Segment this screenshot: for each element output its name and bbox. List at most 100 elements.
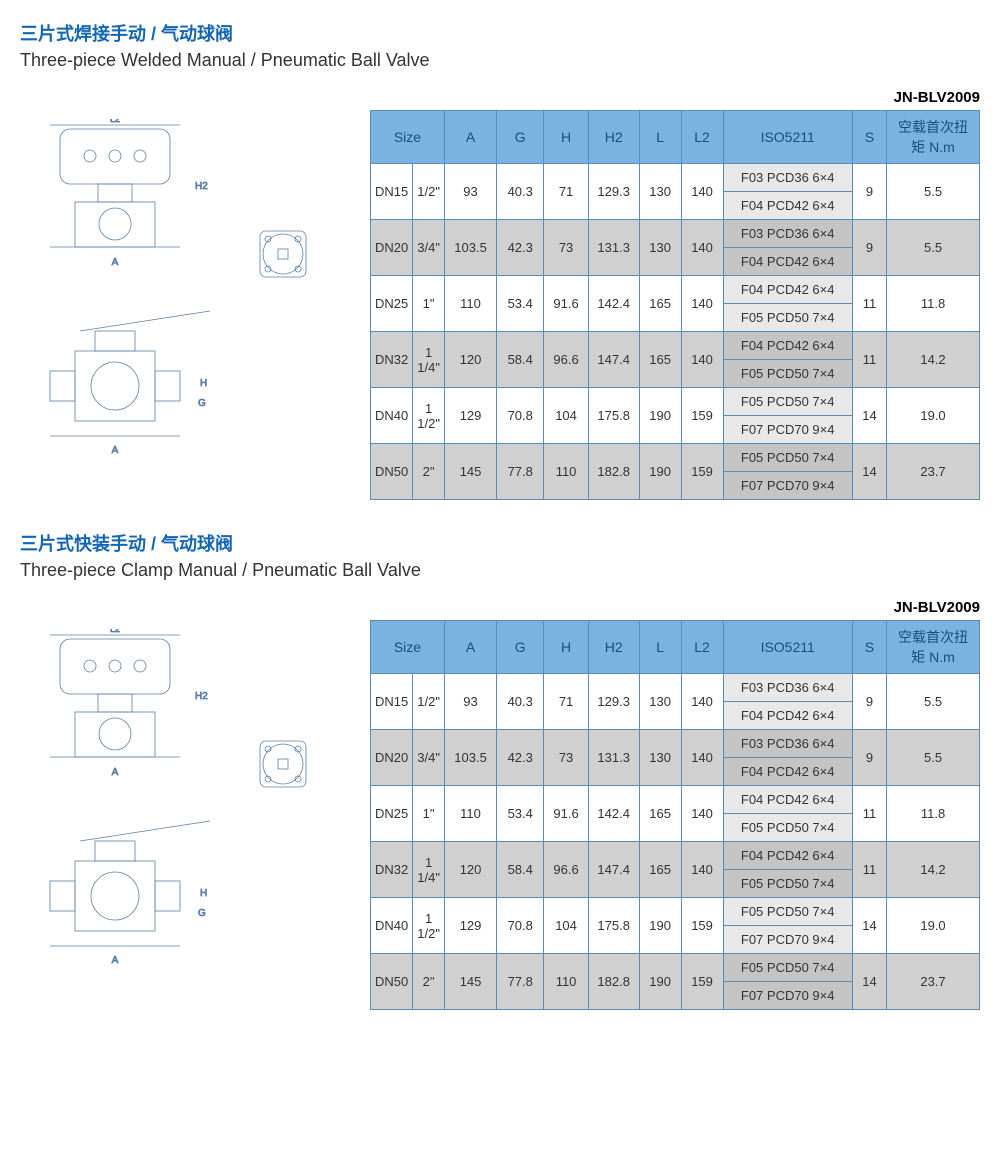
cell: 53.4 xyxy=(497,276,544,332)
cell: 1/2" xyxy=(413,164,445,220)
cell: 73 xyxy=(544,730,588,786)
cell: 120 xyxy=(444,332,496,388)
cell: 147.4 xyxy=(588,842,639,898)
col-header: S xyxy=(852,111,886,164)
col-header: H xyxy=(544,621,588,674)
cell: 5.5 xyxy=(887,674,980,730)
cell: 190 xyxy=(639,898,681,954)
cell: 96.6 xyxy=(544,842,588,898)
cell: 165 xyxy=(639,842,681,898)
cell: 1 1/2" xyxy=(413,388,445,444)
col-header: 空载首次扭矩 N.m xyxy=(887,111,980,164)
cell-iso: F05 PCD50 7×4 xyxy=(723,814,852,842)
table-column: JN-BLV2009SizeAGHH2LL2ISO5211S空载首次扭矩 N.m… xyxy=(370,599,980,1010)
cell: 5.5 xyxy=(887,220,980,276)
table-row: DN321 1/4"12058.496.6147.4165140F04 PCD4… xyxy=(371,842,980,870)
col-header: L xyxy=(639,111,681,164)
cell: DN40 xyxy=(371,388,413,444)
content-row: A H2 L2 A H G JN-BLV2009SizeAGHH2LL2ISO5… xyxy=(20,599,980,1010)
table-row: DN251"11053.491.6142.4165140F04 PCD42 6×… xyxy=(371,786,980,814)
col-header: Size xyxy=(371,621,445,674)
col-header: H2 xyxy=(588,621,639,674)
cell: DN15 xyxy=(371,674,413,730)
cell: DN20 xyxy=(371,220,413,276)
cell: 159 xyxy=(681,898,723,954)
col-header: L xyxy=(639,621,681,674)
cell-iso: F07 PCD70 9×4 xyxy=(723,416,852,444)
cell: 2" xyxy=(413,444,445,500)
cell: 142.4 xyxy=(588,786,639,842)
cell-iso: F03 PCD36 6×4 xyxy=(723,674,852,702)
cell: 165 xyxy=(639,332,681,388)
spec-table: SizeAGHH2LL2ISO5211S空载首次扭矩 N.mDN151/2"93… xyxy=(370,620,980,1010)
cell: 165 xyxy=(639,786,681,842)
cell: 1 1/4" xyxy=(413,332,445,388)
title-en: Three-piece Welded Manual / Pneumatic Ba… xyxy=(20,50,980,71)
cell: 42.3 xyxy=(497,220,544,276)
cell: 129 xyxy=(444,388,496,444)
cell: 58.4 xyxy=(497,332,544,388)
cell-iso: F04 PCD42 6×4 xyxy=(723,192,852,220)
cell: 1" xyxy=(413,786,445,842)
table-row: DN203/4"103.542.373131.3130140F03 PCD36 … xyxy=(371,220,980,248)
cell-iso: F04 PCD42 6×4 xyxy=(723,842,852,870)
svg-text:H: H xyxy=(200,888,207,899)
table-row: DN151/2"9340.371129.3130140F03 PCD36 6×4… xyxy=(371,164,980,192)
svg-text:H2: H2 xyxy=(195,181,208,192)
svg-text:A: A xyxy=(112,257,119,268)
cell: 129.3 xyxy=(588,164,639,220)
cell: 130 xyxy=(639,220,681,276)
cell: 5.5 xyxy=(887,730,980,786)
col-header: ISO5211 xyxy=(723,111,852,164)
cell: 1" xyxy=(413,276,445,332)
cell: 9 xyxy=(852,674,886,730)
cell: DN15 xyxy=(371,164,413,220)
cell-iso: F07 PCD70 9×4 xyxy=(723,982,852,1010)
diagram-column: A H2 L2 A H G xyxy=(20,599,350,996)
cell: DN20 xyxy=(371,730,413,786)
cell-iso: F04 PCD42 6×4 xyxy=(723,758,852,786)
cell: 14 xyxy=(852,444,886,500)
cell-iso: F03 PCD36 6×4 xyxy=(723,220,852,248)
cell: 190 xyxy=(639,954,681,1010)
cell: 104 xyxy=(544,898,588,954)
cell: 70.8 xyxy=(497,388,544,444)
title-zh: 三片式焊接手动 / 气动球阀 xyxy=(20,20,980,46)
cell: 71 xyxy=(544,674,588,730)
pneumatic-valve-diagram: A H2 L2 xyxy=(20,119,240,289)
cell: 129.3 xyxy=(588,674,639,730)
cell-iso: F05 PCD50 7×4 xyxy=(723,304,852,332)
cell-iso: F07 PCD70 9×4 xyxy=(723,926,852,954)
cell-iso: F03 PCD36 6×4 xyxy=(723,164,852,192)
table-row: DN502"14577.8110182.8190159F05 PCD50 7×4… xyxy=(371,444,980,472)
cell: 14 xyxy=(852,898,886,954)
table-row: DN251"11053.491.6142.4165140F04 PCD42 6×… xyxy=(371,276,980,304)
col-header: L2 xyxy=(681,111,723,164)
cell: 190 xyxy=(639,444,681,500)
cell-iso: F05 PCD50 7×4 xyxy=(723,360,852,388)
cell: 70.8 xyxy=(497,898,544,954)
spec-table: SizeAGHH2LL2ISO5211S空载首次扭矩 N.mDN151/2"93… xyxy=(370,110,980,500)
cell: 103.5 xyxy=(444,730,496,786)
cell: 140 xyxy=(681,730,723,786)
cell: 11 xyxy=(852,276,886,332)
cell: 14.2 xyxy=(887,842,980,898)
cell: 93 xyxy=(444,164,496,220)
svg-text:H2: H2 xyxy=(195,691,208,702)
cell: 159 xyxy=(681,954,723,1010)
flange-diagram xyxy=(248,729,318,799)
table-row: DN401 1/2"12970.8104175.8190159F05 PCD50… xyxy=(371,388,980,416)
cell: 140 xyxy=(681,332,723,388)
cell: 1 1/2" xyxy=(413,898,445,954)
cell-iso: F05 PCD50 7×4 xyxy=(723,870,852,898)
svg-text:L2: L2 xyxy=(110,119,120,124)
table-row: DN401 1/2"12970.8104175.8190159F05 PCD50… xyxy=(371,898,980,926)
svg-text:G: G xyxy=(198,398,206,409)
cell: 104 xyxy=(544,388,588,444)
cell: 14 xyxy=(852,388,886,444)
cell: 190 xyxy=(639,388,681,444)
cell-iso: F05 PCD50 7×4 xyxy=(723,898,852,926)
cell: 140 xyxy=(681,220,723,276)
cell: 23.7 xyxy=(887,954,980,1010)
cell: DN50 xyxy=(371,444,413,500)
